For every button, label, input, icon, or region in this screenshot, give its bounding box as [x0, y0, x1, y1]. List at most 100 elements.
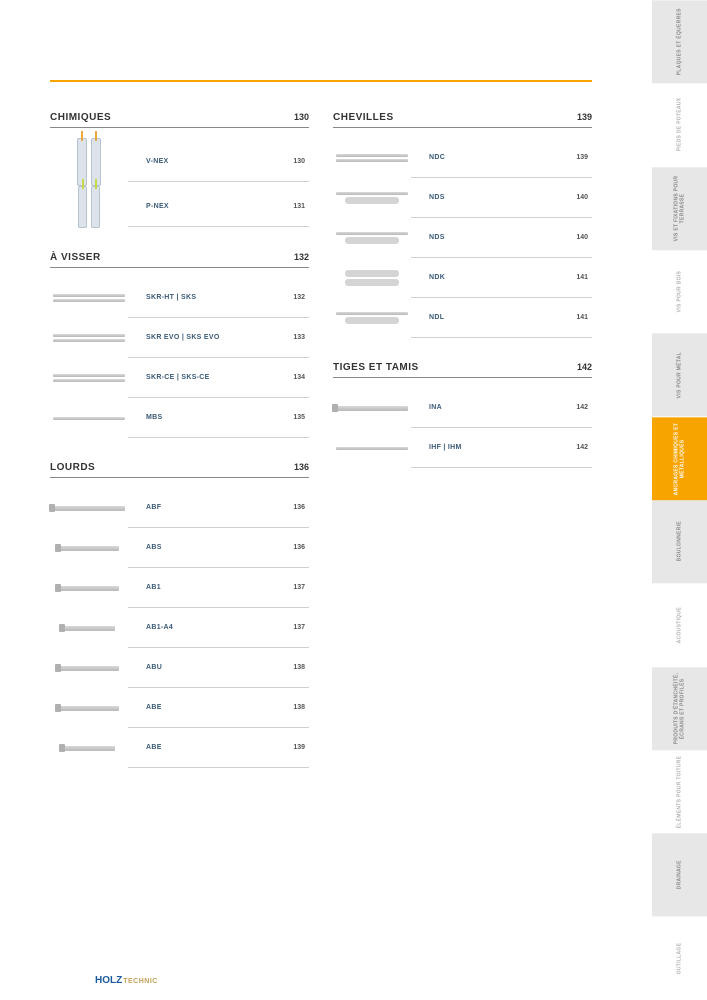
left-column: CHIMIQUES130V-NEX130P-NEX131À VISSER132S… — [50, 112, 309, 768]
product-row[interactable]: IHF | IHM142 — [333, 428, 592, 468]
product-body: P-NEX131 — [128, 187, 309, 227]
side-tab[interactable]: DRAINAGE — [652, 833, 707, 916]
side-tab[interactable]: VIS POUR BOIS — [652, 250, 707, 333]
product-label: ABE — [146, 744, 162, 751]
category-header: CHIMIQUES 130 — [50, 112, 309, 128]
product-body: MBS135 — [128, 398, 309, 438]
category-page: 130 — [294, 112, 309, 122]
product-body: SKR EVO | SKS EVO133 — [128, 318, 309, 358]
side-tab[interactable]: ANCRAGES CHIMIQUES ET MÉTALLIQUES — [652, 417, 707, 500]
product-label: INA — [429, 404, 442, 411]
product-page: 140 — [576, 194, 588, 201]
footer-brand: HOLZTECHNIC — [95, 975, 158, 986]
product-row[interactable]: ABE 139 — [50, 728, 309, 768]
category-title: LOURDS — [50, 462, 95, 473]
product-label: NDL — [429, 314, 444, 321]
product-thumb — [50, 693, 128, 723]
product-body: IHF | IHM142 — [411, 428, 592, 468]
category-header: LOURDS 136 — [50, 462, 309, 478]
product-thumb — [333, 263, 411, 293]
product-page: 138 — [293, 664, 305, 671]
product-label: IHF | IHM — [429, 444, 462, 451]
product-body: ABU 138 — [128, 648, 309, 688]
product-label: SKR-HT | SKS — [146, 294, 196, 301]
product-row[interactable]: NDK141 — [333, 258, 592, 298]
product-thumb — [50, 283, 128, 313]
product-label: ABU — [146, 664, 162, 671]
side-tab[interactable]: VIS POUR MÉTAL — [652, 333, 707, 416]
product-label: SKR-CE | SKS-CE — [146, 374, 210, 381]
product-page: 139 — [293, 744, 305, 751]
product-thumb — [50, 653, 128, 683]
product-thumb — [333, 393, 411, 423]
brand-text-1: HOLZ — [95, 975, 122, 986]
side-tab[interactable]: PRODUITS D'ÉTANCHÉITÉ, ÉCRANS ET PROFILÉ… — [652, 667, 707, 750]
product-row[interactable]: ABS136 — [50, 528, 309, 568]
product-body: SKR-HT | SKS 132 — [128, 278, 309, 318]
side-tab[interactable]: BOULONNERIE — [652, 500, 707, 583]
side-tab[interactable]: PLAQUES ET ÉQUERRES — [652, 0, 707, 83]
product-row[interactable]: AB1137 — [50, 568, 309, 608]
brand-text-2: TECHNIC — [123, 978, 158, 985]
product-row[interactable]: ABF136 — [50, 488, 309, 528]
product-thumb — [333, 183, 411, 213]
product-row[interactable]: NDC139 — [333, 138, 592, 178]
product-thumb — [50, 573, 128, 603]
product-page: 132 — [293, 294, 305, 301]
product-body: AB1137 — [128, 568, 309, 608]
side-tab[interactable]: PIEDS DE POTEAUX — [652, 83, 707, 166]
product-body: ABF136 — [128, 488, 309, 528]
product-thumb — [333, 143, 411, 173]
product-row[interactable]: AB1-A4 137 — [50, 608, 309, 648]
side-tab[interactable]: ACOUSTIQUE — [652, 583, 707, 666]
product-row[interactable]: SKR EVO | SKS EVO133 — [50, 318, 309, 358]
product-row[interactable]: MBS135 — [50, 398, 309, 438]
category-title: CHIMIQUES — [50, 112, 111, 123]
product-row[interactable]: SKR-HT | SKS 132 — [50, 278, 309, 318]
product-row[interactable]: SKR-CE | SKS-CE 134 — [50, 358, 309, 398]
product-page: 130 — [293, 158, 305, 165]
product-thumb — [50, 138, 128, 186]
product-body: ABE138 — [128, 688, 309, 728]
product-label: AB1-A4 — [146, 624, 173, 631]
product-label: NDK — [429, 274, 445, 281]
product-row[interactable]: ABE138 — [50, 688, 309, 728]
product-page: 135 — [293, 414, 305, 421]
category-header: CHEVILLES 139 — [333, 112, 592, 128]
category-page: 142 — [577, 362, 592, 372]
category-title: CHEVILLES — [333, 112, 394, 123]
side-tab[interactable]: OUTILLAGE — [652, 917, 707, 1000]
product-row[interactable]: INA142 — [333, 388, 592, 428]
category-page: 136 — [294, 462, 309, 472]
side-tab[interactable]: ÉLÉMENTS POUR TOITURE — [652, 750, 707, 833]
product-label: NDS — [429, 234, 445, 241]
side-tab[interactable]: VIS ET FIXATIONS POUR TERRASSE — [652, 167, 707, 250]
side-tabs: PLAQUES ET ÉQUERRESPIEDS DE POTEAUXVIS E… — [652, 0, 707, 1000]
product-thumb — [50, 403, 128, 433]
category-page: 132 — [294, 252, 309, 262]
product-body: INA142 — [411, 388, 592, 428]
product-page: 131 — [293, 203, 305, 210]
product-thumb — [50, 613, 128, 643]
product-thumb — [50, 533, 128, 563]
product-row[interactable]: V-NEX130 — [50, 138, 309, 186]
product-page: 134 — [293, 374, 305, 381]
product-page: 136 — [293, 504, 305, 511]
product-body: AB1-A4 137 — [128, 608, 309, 648]
product-page: 137 — [293, 624, 305, 631]
product-thumb — [50, 363, 128, 393]
product-row[interactable]: P-NEX131 — [50, 186, 309, 228]
product-row[interactable]: ABU 138 — [50, 648, 309, 688]
product-page: 139 — [576, 154, 588, 161]
product-row[interactable]: NDS140 — [333, 178, 592, 218]
product-page: 137 — [293, 584, 305, 591]
product-label: SKR EVO | SKS EVO — [146, 334, 220, 341]
product-row[interactable]: NDL141 — [333, 298, 592, 338]
top-rule — [50, 80, 592, 82]
columns: CHIMIQUES130V-NEX130P-NEX131À VISSER132S… — [50, 112, 592, 768]
category-page: 139 — [577, 112, 592, 122]
product-thumb — [50, 186, 128, 228]
product-row[interactable]: NDS140 — [333, 218, 592, 258]
product-body: ABS136 — [128, 528, 309, 568]
product-body: SKR-CE | SKS-CE 134 — [128, 358, 309, 398]
